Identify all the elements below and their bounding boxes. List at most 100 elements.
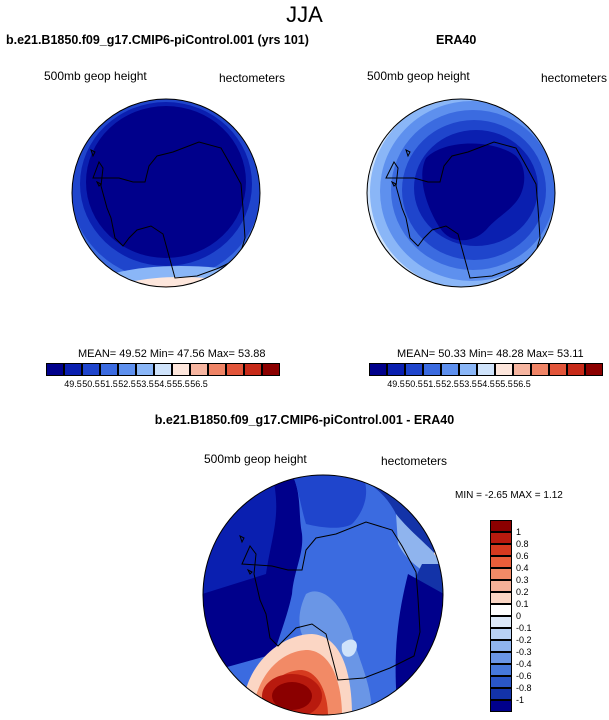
- diff-panel-title: b.e21.B1850.f09_g17.CMIP6-piControl.001 …: [154, 413, 455, 427]
- diff-min-label: MIN =: [455, 490, 482, 501]
- model-min-value: 47.56: [177, 348, 205, 360]
- diff-colorbar-swatch: [490, 664, 512, 676]
- diff-colorbar-tick-label: 0.8: [516, 539, 529, 549]
- model-colorbar-tick-label: 52.5: [118, 379, 136, 389]
- obs-colorbar-tick-label: 53.5: [459, 379, 477, 389]
- obs-colorbar-swatch: [585, 363, 603, 376]
- diff-max-value: 1.12: [543, 490, 563, 501]
- diff-colorbar-swatch: [490, 556, 512, 568]
- obs-colorbar-swatch: [495, 363, 513, 376]
- model-colorbar-swatch: [154, 363, 172, 376]
- diff-colorbar-tick-label: -0.6: [516, 671, 532, 681]
- model-colorbar-swatch: [100, 363, 118, 376]
- obs-colorbar-ticks: 49.5 50.5 51.5 52.5 53.5 54.5 55.5 56.5: [369, 379, 603, 391]
- diff-colorbar-tick-label: 0: [516, 611, 522, 621]
- model-colorbar-swatch: [64, 363, 82, 376]
- diff-units-label: hectometers: [381, 454, 448, 468]
- model-colorbar-tick-label: 53.5: [136, 379, 154, 389]
- model-colorbar-swatch: [46, 363, 64, 376]
- diff-colorbar: [490, 520, 512, 712]
- obs-max-value: 53.11: [556, 348, 584, 360]
- model-colorbar: [46, 363, 280, 376]
- model-max-label: Max=: [207, 348, 235, 360]
- diff-colorbar-swatch: [490, 592, 512, 604]
- model-colorbar-tick-label: 50.5: [82, 379, 100, 389]
- model-colorbar-swatch: [190, 363, 208, 376]
- model-stats: MEAN= 49.52 Min= 47.56 Max= 53.88: [78, 348, 266, 360]
- model-units-label: hectometers: [219, 71, 286, 85]
- diff-minmax: MIN = -2.65 MAX = 1.12: [455, 490, 563, 501]
- model-colorbar-tick-label: 49.5: [64, 379, 82, 389]
- diff-colorbar-tick-label: -1: [516, 695, 525, 705]
- diff-colorbar-swatch: [490, 676, 512, 688]
- diff-colorbar-swatch: [490, 532, 512, 544]
- model-colorbar-swatch: [226, 363, 244, 376]
- diff-colorbar-swatch: [490, 616, 512, 628]
- obs-colorbar-swatch: [369, 363, 387, 376]
- diff-colorbar-tick-label: -0.1: [516, 623, 532, 633]
- obs-colorbar-tick-label: 50.5: [405, 379, 423, 389]
- diff-colorbar-tick-label: 0.4: [516, 563, 529, 573]
- obs-colorbar-tick-label: 54.5: [477, 379, 495, 389]
- obs-colorbar-tick-label: 51.5: [423, 379, 441, 389]
- model-colorbar-tick-label: 54.5: [154, 379, 172, 389]
- obs-colorbar-tick-label: 55.5: [495, 379, 513, 389]
- diff-colorbar-swatch: [490, 580, 512, 592]
- diff-colorbar-tick-label: -0.8: [516, 683, 532, 693]
- obs-colorbar-tick-label: 56.5: [513, 379, 531, 389]
- model-panel-title: b.e21.B1850.f09_g17.CMIP6-piControl.001 …: [6, 33, 309, 47]
- obs-mean-label: MEAN=: [397, 348, 436, 360]
- diff-colorbar-swatch: [490, 688, 512, 700]
- obs-mean-value: 50.33: [438, 348, 466, 360]
- diff-colorbar-tick-label: 0.3: [516, 575, 529, 585]
- page-title: JJA: [286, 2, 323, 27]
- diff-colorbar-tick-label: 0.1: [516, 599, 529, 609]
- obs-colorbar-swatch: [423, 363, 441, 376]
- obs-stats: MEAN= 50.33 Min= 48.28 Max= 53.11: [397, 348, 584, 360]
- diff-colorbar-ticks: 1 0.8 0.6 0.4 0.3 0.2 0.1 0 -0.1 -0.2 -0.3 -0.4 -0.6…: [516, 520, 556, 712]
- obs-min-label: Min=: [468, 348, 494, 360]
- obs-colorbar: [369, 363, 603, 376]
- model-colorbar-tick-label: 56.5: [190, 379, 208, 389]
- model-mean-label: MEAN=: [78, 348, 117, 360]
- model-colorbar-swatch: [172, 363, 190, 376]
- model-colorbar-swatch: [262, 363, 280, 376]
- model-mean-value: 49.52: [119, 348, 147, 360]
- diff-colorbar-swatch: [490, 520, 512, 532]
- model-colorbar-swatch: [244, 363, 262, 376]
- obs-panel-title: ERA40: [436, 33, 477, 47]
- diff-colorbar-swatch: [490, 544, 512, 556]
- diff-colorbar-tick-label: -0.3: [516, 647, 532, 657]
- obs-variable-label: 500mb geop height: [367, 69, 470, 83]
- obs-colorbar-swatch: [513, 363, 531, 376]
- diff-colorbar-tick-label: 0.6: [516, 551, 529, 561]
- diff-colorbar-swatch: [490, 604, 512, 616]
- obs-colorbar-swatch: [387, 363, 405, 376]
- obs-max-label: Max=: [526, 348, 554, 360]
- diff-colorbar-swatch: [490, 640, 512, 652]
- model-colorbar-swatch: [208, 363, 226, 376]
- model-colorbar-tick-label: 55.5: [172, 379, 190, 389]
- model-colorbar-tick-label: 51.5: [100, 379, 118, 389]
- diff-colorbar-tick-label: -0.4: [516, 659, 532, 669]
- obs-units-label: hectometers: [541, 71, 608, 85]
- obs-colorbar-swatch: [531, 363, 549, 376]
- diff-colorbar-swatch: [490, 628, 512, 640]
- diff-colorbar-tick-label: 0.2: [516, 587, 529, 597]
- obs-colorbar-tick-label: 49.5: [387, 379, 405, 389]
- diff-colorbar-swatch: [490, 568, 512, 580]
- diff-colorbar-tick-label: -0.2: [516, 635, 532, 645]
- obs-colorbar-swatch: [459, 363, 477, 376]
- diff-variable-label: 500mb geop height: [204, 452, 307, 466]
- model-colorbar-swatch: [136, 363, 154, 376]
- model-variable-label: 500mb geop height: [44, 69, 147, 83]
- model-polar-map: [71, 98, 261, 288]
- diff-colorbar-swatch: [490, 652, 512, 664]
- diff-max-label: MAX =: [510, 490, 541, 501]
- obs-colorbar-swatch: [477, 363, 495, 376]
- obs-colorbar-tick-label: 52.5: [441, 379, 459, 389]
- model-colorbar-swatch: [82, 363, 100, 376]
- model-max-value: 53.88: [237, 348, 266, 360]
- diff-colorbar-tick-label: 1: [516, 527, 522, 537]
- obs-min-value: 48.28: [496, 348, 524, 360]
